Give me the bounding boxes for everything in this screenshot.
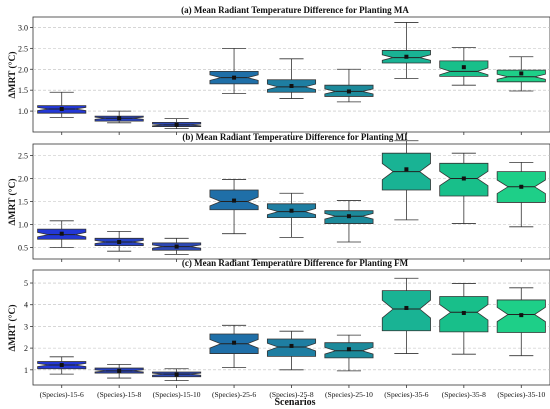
- x-axis-label: Scenarios: [274, 397, 315, 408]
- mean-marker: [59, 231, 64, 236]
- box-7: [381, 22, 431, 79]
- mean-marker: [461, 176, 466, 181]
- panel-b-ylabel: ΔMRT (°C): [7, 179, 18, 226]
- x-tick-label: (Species)-15-8: [97, 390, 141, 399]
- box-7: [381, 277, 431, 354]
- y-tick-label: 1.0: [18, 221, 28, 230]
- panel-a-title: (a) Mean Radiant Temperature Difference …: [181, 5, 409, 15]
- box-5: [266, 58, 317, 99]
- mean-marker: [404, 305, 409, 310]
- y-tick-label: 1: [24, 366, 28, 375]
- box-8: [439, 283, 489, 355]
- y-tick-label: 2.0: [18, 65, 28, 74]
- x-tick-label: (Species)-15-10: [153, 390, 201, 399]
- x-tick-label: (Species)-25-8: [269, 390, 313, 399]
- mean-marker: [174, 122, 179, 127]
- mean-marker: [519, 313, 524, 318]
- mean-marker: [346, 347, 351, 352]
- y-tick-label: 2.5: [18, 44, 28, 53]
- box-5: [266, 330, 317, 371]
- mean-marker: [289, 84, 294, 88]
- y-tick-label: 2.5: [18, 152, 28, 161]
- mean-marker: [174, 372, 179, 377]
- y-tick-label: 3.0: [18, 23, 28, 32]
- box-3: [152, 368, 202, 382]
- y-tick-label: 2.0: [18, 175, 28, 184]
- box-3: [152, 237, 202, 255]
- panel-c: (c) Mean Radiant Temperature Difference …: [7, 258, 550, 399]
- box-6: [324, 200, 374, 243]
- mean-marker: [174, 244, 179, 249]
- panel-b: (b) Mean Radiant Temperature Difference …: [7, 132, 550, 262]
- box-2: [94, 230, 144, 252]
- box-6: [324, 334, 374, 372]
- mean-marker: [117, 116, 122, 121]
- box-9: [496, 56, 546, 92]
- mean-marker: [117, 239, 122, 244]
- x-tick-label: (Species)-25-6: [212, 390, 256, 399]
- mean-marker: [404, 54, 409, 59]
- box-9: [496, 161, 546, 228]
- x-tick-label: (Species)-35-6: [384, 390, 428, 399]
- mean-marker: [461, 65, 466, 70]
- box-body: [381, 290, 431, 332]
- box-8: [439, 152, 489, 224]
- box-3: [152, 118, 202, 130]
- mean-marker: [117, 368, 122, 373]
- y-tick-label: 1.5: [18, 86, 28, 95]
- mean-marker: [59, 107, 64, 111]
- panel-b-title: (b) Mean Radiant Temperature Difference …: [182, 132, 408, 142]
- mean-marker: [519, 71, 524, 76]
- mean-marker: [346, 214, 351, 219]
- panel-c-title: (c) Mean Radiant Temperature Difference …: [182, 258, 409, 268]
- box-1: [37, 356, 87, 375]
- x-tick-label: (Species)-35-10: [497, 390, 545, 399]
- box-1: [37, 91, 87, 118]
- mean-marker: [404, 167, 409, 172]
- box-2: [94, 363, 144, 379]
- y-tick-label: 5: [24, 279, 28, 288]
- box-7: [381, 140, 431, 221]
- y-tick-label: 4: [24, 301, 28, 310]
- y-tick-label: 2: [24, 344, 28, 353]
- x-tick-label: (Species)-15-6: [40, 390, 84, 399]
- mean-marker: [346, 89, 351, 94]
- mean-marker: [59, 363, 64, 368]
- panel-a-ylabel: ΔMRT (°C): [7, 52, 18, 99]
- box-4: [209, 47, 259, 94]
- box-body: [496, 69, 546, 83]
- mean-marker: [232, 340, 237, 345]
- box-1: [37, 220, 87, 248]
- box-6: [324, 68, 374, 103]
- box-2: [94, 110, 144, 124]
- mean-marker: [289, 208, 294, 213]
- box-4: [209, 324, 259, 369]
- panel-c-ylabel: ΔMRT (°C): [7, 305, 18, 352]
- box-4: [209, 179, 259, 235]
- mean-marker: [289, 343, 294, 348]
- box-8: [439, 47, 489, 86]
- mean-marker: [519, 184, 524, 189]
- panel-a: (a) Mean Radiant Temperature Difference …: [7, 5, 550, 135]
- y-tick-label: 1.0: [18, 107, 28, 116]
- box-9: [496, 287, 546, 357]
- mean-marker: [461, 310, 466, 315]
- mean-marker: [232, 198, 237, 203]
- mean-marker: [232, 75, 237, 80]
- y-tick-label: 1.5: [18, 198, 28, 207]
- y-tick-label: 3: [24, 322, 28, 331]
- x-tick-label: (Species)-35-8: [442, 390, 486, 399]
- x-tick-label: (Species)-25-10: [325, 390, 373, 399]
- box-5: [266, 192, 317, 238]
- y-tick-label: 0.5: [18, 244, 28, 253]
